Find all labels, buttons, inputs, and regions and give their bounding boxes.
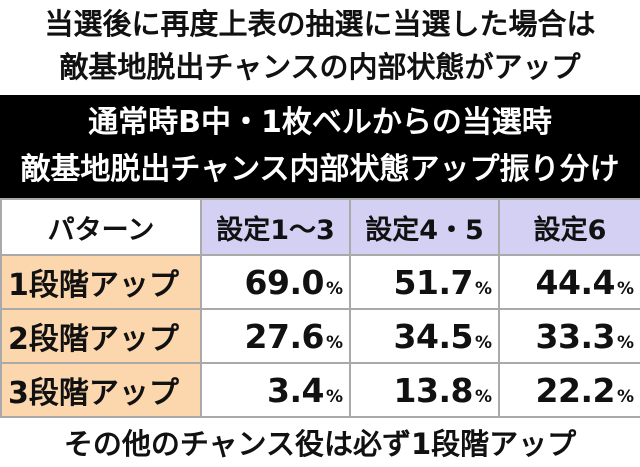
table-row: 3段階アップ 3.4% 13.8% 22.2%: [0, 362, 640, 418]
cell-value: 27.6: [244, 316, 325, 356]
header-setting-6: 設定6: [498, 198, 640, 256]
intro-line-1: 当選後に再度上表の抽選に当選した場合は: [44, 7, 596, 41]
distribution-table: パターン 設定1～3 設定4・5 設定6 1段階アップ 69.0% 51.7% …: [0, 198, 640, 418]
cell-value: 22.2: [535, 370, 616, 410]
intro-line-2: 敵基地脱出チャンスの内部状態がアップ: [59, 50, 581, 84]
cell-value: 44.4: [535, 262, 616, 302]
table-cell: 27.6%: [200, 308, 351, 364]
table-cell: 34.5%: [349, 308, 500, 364]
percent-unit: %: [325, 386, 343, 407]
table-title-banner: 通常時B中・1枚ベルからの当選時 敵基地脱出チャンス内部状態アップ振り分け: [0, 95, 640, 198]
table-cell: 51.7%: [349, 254, 500, 310]
percent-unit: %: [616, 278, 634, 299]
percent-unit: %: [325, 278, 343, 299]
percent-unit: %: [616, 386, 634, 407]
table-row: 2段階アップ 27.6% 34.5% 33.3%: [0, 308, 640, 364]
table-cell: 69.0%: [200, 254, 351, 310]
cell-value: 69.0: [244, 262, 325, 302]
row-label: 3段階アップ: [0, 362, 202, 418]
table-cell: 33.3%: [498, 308, 640, 364]
percent-unit: %: [325, 332, 343, 353]
row-label: 2段階アップ: [0, 308, 202, 364]
percent-unit: %: [474, 332, 492, 353]
cell-value: 13.8: [393, 370, 474, 410]
intro-note: 当選後に再度上表の抽選に当選した場合は 敵基地脱出チャンスの内部状態がアップ: [0, 0, 640, 92]
table-cell: 22.2%: [498, 362, 640, 418]
header-setting-1-3: 設定1～3: [200, 198, 351, 256]
table-title-line-2: 敵基地脱出チャンス内部状態アップ振り分け: [20, 152, 620, 187]
table-title-line-1: 通常時B中・1枚ベルからの当選時: [88, 105, 552, 140]
table-cell: 3.4%: [200, 362, 351, 418]
table-cell: 44.4%: [498, 254, 640, 310]
header-setting-4-5: 設定4・5: [349, 198, 500, 256]
cell-value: 34.5: [393, 316, 474, 356]
table-cell: 13.8%: [349, 362, 500, 418]
table-row: 1段階アップ 69.0% 51.7% 44.4%: [0, 254, 640, 310]
footer-note: その他のチャンス役は必ず1段階アップ: [63, 427, 577, 461]
percent-unit: %: [616, 332, 634, 353]
row-label: 1段階アップ: [0, 254, 202, 310]
header-pattern: パターン: [0, 198, 202, 256]
cell-value: 33.3: [535, 316, 616, 356]
percent-unit: %: [474, 278, 492, 299]
percent-unit: %: [474, 386, 492, 407]
cell-value: 51.7: [393, 262, 474, 302]
cell-value: 3.4: [266, 370, 324, 410]
table-header-row: パターン 設定1～3 設定4・5 設定6: [0, 198, 640, 256]
